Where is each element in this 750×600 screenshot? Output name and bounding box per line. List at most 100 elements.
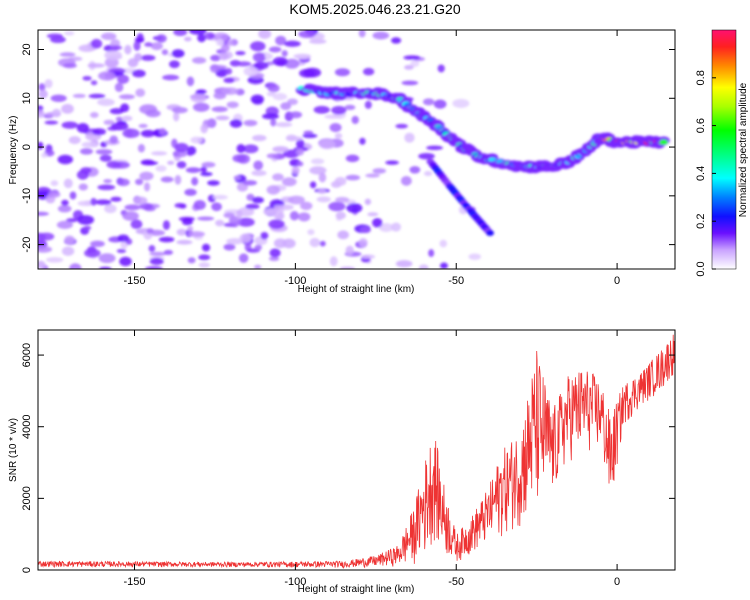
heatmap-cell (269, 248, 281, 258)
heatmap-cell (50, 94, 67, 102)
heatmap-cell (253, 160, 264, 171)
heatmap-cell (401, 80, 419, 86)
heatmap-cell (46, 257, 64, 263)
heatmap-cell (226, 238, 244, 245)
spectrogram-y-ticks: -20 -10 0 10 20 (21, 43, 675, 253)
heatmap-cell (134, 37, 145, 43)
heatmap-cell (84, 248, 101, 258)
heatmap-cell (266, 153, 279, 159)
heatmap-cell (61, 199, 69, 206)
heatmap-cell (116, 248, 127, 254)
heatmap-cell (200, 123, 208, 134)
heatmap-cell (90, 38, 103, 49)
heatmap-cell (50, 180, 59, 187)
heatmap-cell (162, 74, 180, 81)
heatmap-cell (158, 128, 167, 136)
heatmap-cell (95, 149, 113, 155)
heatmap-cell (334, 176, 347, 186)
snr-frame (37, 329, 676, 571)
heatmap-cell (186, 76, 195, 87)
heatmap-cell (59, 52, 76, 57)
y-tick-label: 0 (21, 144, 33, 150)
heatmap-cell (232, 154, 247, 163)
heatmap-cell (300, 201, 313, 211)
snr-panel: -150 -100 -50 0 0 2000 4000 6000 Height of str… (8, 329, 676, 595)
heatmap-cell (324, 114, 342, 119)
heatmap-cell (171, 49, 185, 58)
heatmap-cell (94, 199, 112, 206)
heatmap-cell (99, 154, 112, 162)
snr-y-label: SNR (10 * v/v) (8, 418, 19, 482)
heatmap-cell (287, 98, 298, 106)
heatmap-cell (281, 50, 288, 57)
heatmap-cell (184, 188, 197, 196)
heatmap-cell (110, 45, 123, 51)
heatmap-cell (220, 44, 230, 52)
heatmap-cell (268, 256, 280, 262)
heatmap-cell (271, 220, 281, 227)
heatmap-cell (138, 123, 148, 128)
spectrogram-x-ticks: -150 -100 -50 0 (123, 30, 620, 287)
colorbar-tick-label: 0.2 (695, 214, 707, 229)
colorbar-tick-label: 0.6 (695, 118, 707, 133)
heatmap-cell (250, 41, 266, 52)
spectrogram-frame (37, 29, 676, 270)
heatmap-cell (38, 245, 53, 253)
heatmap-cell (110, 196, 122, 202)
heatmap-cell (48, 191, 61, 198)
heatmap-cell (188, 231, 205, 238)
heatmap-cell (280, 102, 292, 111)
heatmap-cell (89, 112, 99, 118)
heatmap-cell (63, 178, 73, 189)
heatmap-cell (56, 220, 74, 229)
heatmap-cell (150, 151, 168, 156)
heatmap-cell (283, 40, 301, 47)
heatmap-cell (198, 262, 210, 268)
heatmap-cell (358, 30, 366, 38)
heatmap-cell (318, 172, 327, 183)
heatmap-cell (57, 154, 74, 165)
heatmap-cell (317, 188, 327, 195)
heatmap-cell (116, 178, 130, 187)
heatmap-cell (211, 202, 222, 212)
heatmap-cell (186, 150, 194, 156)
heatmap-cell (176, 239, 193, 245)
heatmap-cell (90, 198, 97, 206)
heatmap-cell (309, 237, 321, 248)
snr-x-label: Height of straight line (km) (298, 584, 415, 595)
heatmap-cell (275, 122, 293, 128)
heatmap-cell (200, 166, 207, 173)
heatmap-cell (364, 100, 372, 109)
heatmap-cell (267, 83, 280, 93)
heatmap-cell (359, 137, 366, 145)
y-tick-label: -10 (21, 188, 33, 204)
heatmap-cell (253, 61, 269, 70)
heatmap-cell (103, 119, 115, 125)
y-tick-label: 10 (21, 92, 33, 104)
heatmap-cell (272, 146, 289, 153)
heatmap-cell (191, 57, 207, 64)
x-tick-label: -150 (123, 576, 145, 588)
colorbar-label: Normalized spectral amplitude (738, 82, 749, 217)
heatmap-cell (148, 244, 156, 252)
heatmap-cell (121, 115, 133, 122)
heatmap-cell (254, 244, 263, 251)
heatmap-cell (328, 201, 346, 212)
heatmap-cell (302, 133, 318, 138)
y-tick-label: 4000 (21, 414, 33, 438)
heatmap-cell (76, 122, 90, 133)
y-tick-label: 2000 (21, 486, 33, 510)
heatmap-cell (303, 130, 314, 135)
heatmap-cell (310, 158, 325, 165)
heatmap-cell (190, 136, 203, 144)
heatmap-cell (345, 154, 360, 163)
heatmap-cell (144, 42, 153, 47)
heatmap-cell (439, 239, 448, 248)
heatmap-cell (97, 184, 116, 191)
heatmap-cell (235, 209, 243, 220)
heatmap-cell (135, 178, 144, 186)
heatmap-cell (360, 226, 371, 234)
heatmap-cell (211, 106, 228, 113)
heatmap-cell (106, 160, 121, 169)
